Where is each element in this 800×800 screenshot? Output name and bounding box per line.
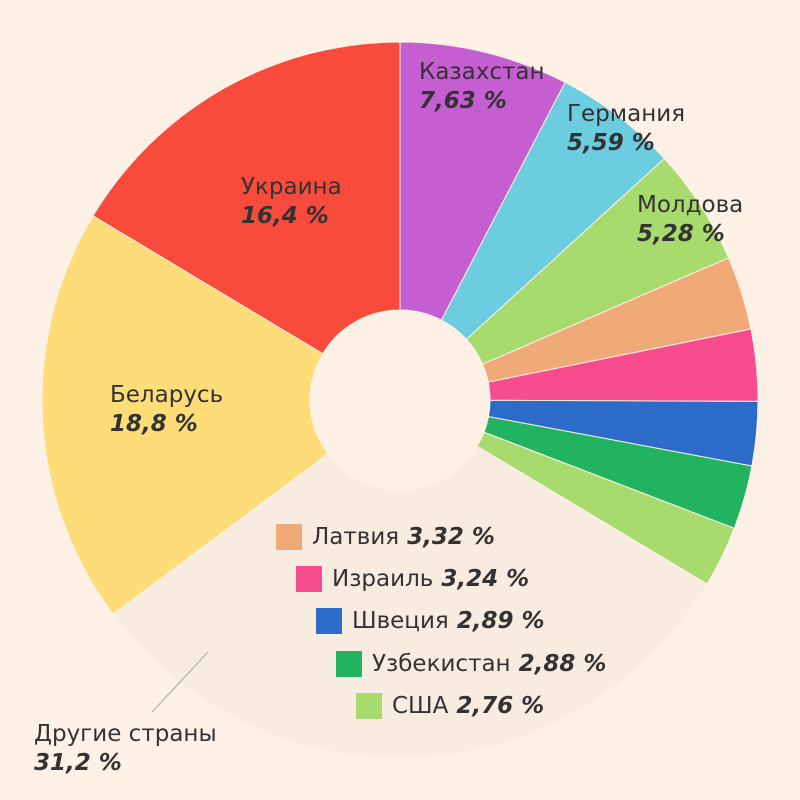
legend-israel-name: Израиль: [332, 566, 434, 592]
slice-8: [112, 445, 708, 759]
label-ukraine-name: Украина: [241, 174, 342, 200]
legend-sweden: Швеция 2,89 %: [316, 608, 545, 634]
legend-israel-value: 3,24 %: [441, 566, 530, 592]
label-belarus-value: 18,8 %: [110, 410, 198, 437]
label-germany: Германия 5,59 %: [567, 100, 685, 158]
legend-usa-swatch: [356, 693, 382, 719]
legend-latvia-swatch: [276, 524, 302, 550]
label-kazakhstan: Казахстан 7,63 %: [419, 58, 545, 116]
label-ukraine-value: 16,4 %: [241, 202, 329, 229]
label-other-name: Другие страны: [34, 721, 217, 747]
slice-0: [399, 41, 566, 321]
label-belarus-name: Беларусь: [110, 382, 224, 408]
label-moldova-name: Молдова: [637, 192, 744, 218]
legend-latvia-name: Латвия: [312, 524, 400, 550]
legend-usa-value: 2,76 %: [456, 693, 545, 719]
label-germany-value: 5,59 %: [567, 129, 655, 156]
legend-sweden-name: Швеция: [352, 608, 449, 634]
legend-latvia-value: 3,32 %: [407, 524, 495, 550]
label-moldova: Молдова 5,28 %: [637, 191, 743, 249]
legend-usa: США 2,76 %: [356, 693, 544, 719]
slice-9: [41, 215, 329, 615]
label-kazakhstan-name: Казахстан: [419, 59, 545, 85]
other-leader-line: [151, 651, 209, 713]
label-other: Другие страны 31,2 %: [34, 720, 217, 778]
legend-uzbekistan-swatch: [336, 651, 362, 677]
legend-sweden-value: 2,89 %: [456, 608, 545, 634]
legend-usa-name: США: [392, 693, 449, 719]
label-other-value: 31,2 %: [34, 749, 122, 776]
legend-uzbekistan-name: Узбекистан: [372, 651, 511, 677]
legend-israel: Израиль 3,24 %: [296, 566, 529, 592]
label-ukraine: Украина 16,4 %: [241, 173, 342, 231]
label-kazakhstan-value: 7,63 %: [419, 87, 507, 114]
legend-uzbekistan: Узбекистан 2,88 %: [336, 651, 606, 677]
legend-uzbekistan-value: 2,88 %: [518, 651, 607, 677]
label-germany-name: Германия: [567, 101, 686, 127]
legend-sweden-swatch: [316, 608, 342, 634]
legend-latvia: Латвия 3,32 %: [276, 524, 495, 550]
label-belarus: Беларусь 18,8 %: [110, 381, 223, 439]
slice-10: [92, 41, 401, 355]
legend-israel-swatch: [296, 566, 322, 592]
label-moldova-value: 5,28 %: [637, 220, 725, 247]
